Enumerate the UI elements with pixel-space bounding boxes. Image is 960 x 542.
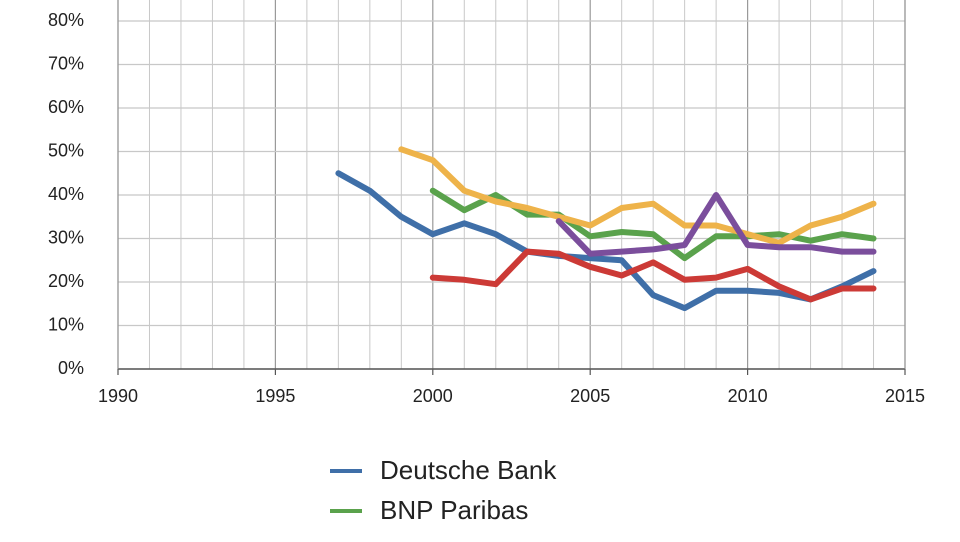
y-tick-label: 20% xyxy=(48,271,84,291)
x-tick-label: 1990 xyxy=(98,386,138,406)
x-tick-label: 2010 xyxy=(728,386,768,406)
x-tick-label: 2015 xyxy=(885,386,925,406)
y-tick-label: 60% xyxy=(48,97,84,117)
series-line xyxy=(398,146,877,246)
x-tick-label: 2005 xyxy=(570,386,610,406)
y-tick-label: 80% xyxy=(48,10,84,30)
x-tick-label: 1995 xyxy=(255,386,295,406)
series-line xyxy=(335,170,877,312)
legend-label: Deutsche Bank xyxy=(380,455,557,485)
x-tick-label: 2000 xyxy=(413,386,453,406)
legend-label: BNP Paribas xyxy=(380,495,528,525)
series-line xyxy=(555,192,877,257)
plot-area xyxy=(118,0,905,369)
y-tick-label: 10% xyxy=(48,314,84,334)
y-tick-label: 40% xyxy=(48,184,84,204)
y-tick-label: 30% xyxy=(48,227,84,247)
y-tick-label: 50% xyxy=(48,140,84,160)
y-tick-label: 0% xyxy=(58,358,84,378)
y-tick-label: 70% xyxy=(48,53,84,73)
series-line xyxy=(429,248,877,303)
